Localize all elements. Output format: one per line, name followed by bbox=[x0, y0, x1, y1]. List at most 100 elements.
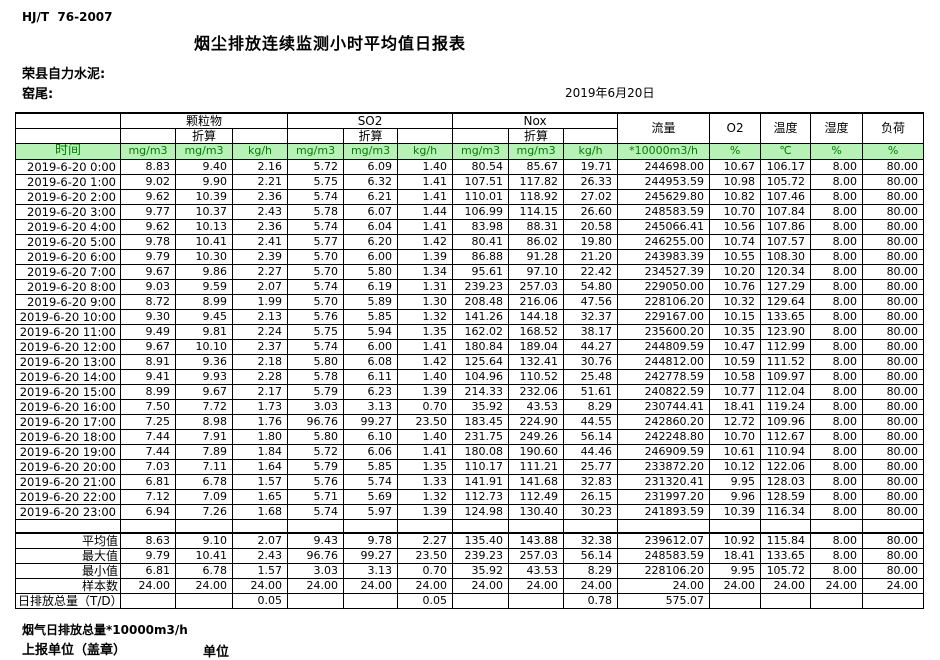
value-cell: 80.00 bbox=[862, 562, 925, 579]
value-cell: 9.79 bbox=[120, 248, 176, 265]
value-cell: 5.69 bbox=[343, 488, 399, 505]
value-cell: 10.20 bbox=[709, 263, 762, 280]
value-cell: 107.86 bbox=[760, 218, 812, 235]
value-cell: 7.03 bbox=[120, 458, 176, 475]
value-cell: 80.00 bbox=[862, 547, 925, 564]
value-cell: 9.96 bbox=[709, 488, 762, 505]
value-cell: 9.95 bbox=[709, 473, 762, 490]
unit-cell: kg/h bbox=[563, 142, 619, 160]
data-row: 2019-6-20 0:00 8.83 9.40 2.16 5.72 6.09 1.40 80… bbox=[15, 158, 925, 175]
value-cell: 245629.80 bbox=[617, 188, 711, 205]
value-cell: 5.78 bbox=[287, 368, 345, 385]
value-cell: 8.00 bbox=[810, 562, 864, 579]
value-cell: 3.03 bbox=[287, 562, 345, 579]
value-cell: 9.67 bbox=[175, 383, 233, 400]
value-cell: 111.21 bbox=[508, 458, 565, 475]
value-cell: 3.03 bbox=[287, 398, 345, 415]
time-header: 时间 bbox=[15, 142, 121, 160]
value-cell: 9.41 bbox=[120, 368, 176, 385]
value-cell: 8.00 bbox=[810, 383, 864, 400]
value-cell: 7.44 bbox=[120, 428, 176, 445]
value-cell: 230744.41 bbox=[617, 398, 711, 415]
value-cell: 107.57 bbox=[760, 233, 812, 250]
spacer-cell bbox=[397, 518, 454, 534]
value-cell: 24.00 bbox=[120, 577, 176, 594]
value-cell: 80.00 bbox=[862, 248, 925, 265]
value-cell: 24.00 bbox=[760, 577, 812, 594]
value-cell: 5.71 bbox=[287, 488, 345, 505]
value-cell: 9.81 bbox=[175, 323, 233, 340]
value-cell: 8.00 bbox=[810, 263, 864, 280]
value-cell: 141.68 bbox=[508, 473, 565, 490]
value-cell: 6.00 bbox=[343, 338, 399, 355]
value-cell: 5.85 bbox=[343, 308, 399, 325]
value-cell: 80.41 bbox=[452, 233, 510, 250]
data-row: 2019-6-20 18:00 7.44 7.91 1.80 5.80 6.10 1.40 2… bbox=[15, 428, 925, 445]
time-cell: 2019-6-20 1:00 bbox=[15, 173, 121, 190]
value-cell: 119.24 bbox=[760, 398, 812, 415]
value-cell: 80.00 bbox=[862, 293, 925, 310]
value-cell: 180.08 bbox=[452, 443, 510, 460]
group-particulate: 颗粒物 bbox=[119, 112, 289, 129]
time-cell: 2019-6-20 4:00 bbox=[15, 218, 121, 235]
value-cell: 1.41 bbox=[397, 338, 454, 355]
value-cell: 20.58 bbox=[563, 218, 619, 235]
data-row: 2019-6-20 23:00 6.94 7.26 1.68 5.74 5.97 1.39 1… bbox=[15, 503, 925, 520]
value-cell: 91.28 bbox=[508, 248, 565, 265]
value-cell: 248583.59 bbox=[617, 203, 711, 220]
value-cell: 214.33 bbox=[452, 383, 510, 400]
value-cell: 10.77 bbox=[709, 383, 762, 400]
value-cell: 80.00 bbox=[862, 278, 925, 295]
value-cell: 116.34 bbox=[760, 503, 812, 520]
value-cell: 6.04 bbox=[343, 218, 399, 235]
value-cell: 239612.07 bbox=[617, 532, 711, 549]
value-cell: 2.37 bbox=[231, 338, 289, 355]
value-cell: 8.00 bbox=[810, 368, 864, 385]
time-header-blank2 bbox=[15, 127, 121, 144]
value-cell: 24.00 bbox=[810, 577, 864, 594]
data-row: 2019-6-20 14:00 9.41 9.93 2.28 5.78 6.11 1.40 1… bbox=[15, 368, 925, 385]
value-cell: 135.40 bbox=[452, 532, 510, 549]
value-cell: 5.75 bbox=[287, 323, 345, 340]
value-cell: 110.94 bbox=[760, 443, 812, 460]
value-cell: 10.39 bbox=[175, 188, 233, 205]
value-cell: 8.00 bbox=[810, 218, 864, 235]
value-cell: 244698.00 bbox=[617, 158, 711, 175]
spacer-cell bbox=[617, 518, 711, 534]
value-cell: 5.74 bbox=[287, 503, 345, 520]
value-cell: 8.00 bbox=[810, 458, 864, 475]
value-cell: 5.75 bbox=[287, 173, 345, 190]
value-cell: 23.50 bbox=[397, 413, 454, 430]
time-cell: 2019-6-20 3:00 bbox=[15, 203, 121, 220]
value-cell: 1.39 bbox=[397, 503, 454, 520]
value-cell: 1.33 bbox=[397, 473, 454, 490]
value-cell: 110.17 bbox=[452, 458, 510, 475]
spacer-cell bbox=[709, 518, 762, 534]
spacer-cell bbox=[15, 518, 121, 534]
time-cell: 2019-6-20 12:00 bbox=[15, 338, 121, 355]
value-cell: 246909.59 bbox=[617, 443, 711, 460]
value-cell: 10.67 bbox=[709, 158, 762, 175]
value-cell: 9.10 bbox=[175, 532, 233, 549]
converted-label-particulate: 折算 bbox=[175, 127, 233, 144]
header-humidity: 湿度 bbox=[810, 112, 864, 144]
unit-cell: kg/h bbox=[231, 142, 289, 160]
data-row: 2019-6-20 7:00 9.67 9.86 2.27 5.70 5.80 1.34 95… bbox=[15, 263, 925, 280]
value-cell: 248583.59 bbox=[617, 547, 711, 564]
value-cell: 95.61 bbox=[452, 263, 510, 280]
value-cell: 6.78 bbox=[175, 562, 233, 579]
value-cell: 5.77 bbox=[287, 233, 345, 250]
value-cell: 5.74 bbox=[287, 278, 345, 295]
value-cell: 10.39 bbox=[709, 503, 762, 520]
value-cell: 80.00 bbox=[862, 443, 925, 460]
value-cell: 10.92 bbox=[709, 532, 762, 549]
value-cell: 9.79 bbox=[120, 547, 176, 564]
value-cell: 183.45 bbox=[452, 413, 510, 430]
table-body: 2019-6-20 0:00 8.83 9.40 2.16 5.72 6.09 1.40 80… bbox=[15, 158, 925, 609]
time-cell: 2019-6-20 5:00 bbox=[15, 233, 121, 250]
value-cell: 234527.39 bbox=[617, 263, 711, 280]
value-cell: 9.86 bbox=[175, 263, 233, 280]
value-cell: 80.00 bbox=[862, 218, 925, 235]
value-cell: 22.42 bbox=[563, 263, 619, 280]
value-cell: 30.23 bbox=[563, 503, 619, 520]
